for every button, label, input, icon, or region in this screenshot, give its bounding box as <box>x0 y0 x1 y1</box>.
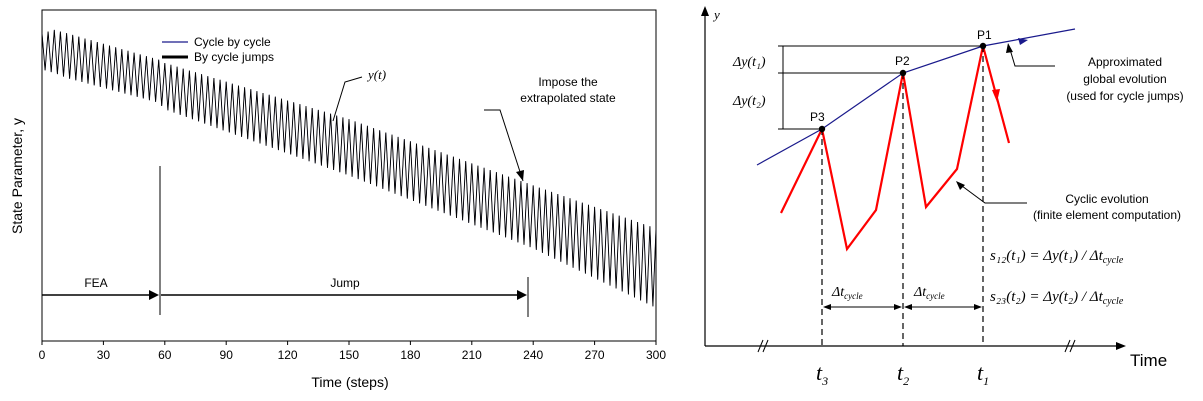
legend-label-by-cycle-jumps: By cycle jumps <box>194 50 274 64</box>
delta-t-cycle-label-1: Δtcycle <box>831 285 863 301</box>
tick-t2: t2 <box>897 360 909 388</box>
x-tick-label-7: 210 <box>462 348 482 362</box>
left-y-axis-label: State Parameter, y <box>9 118 25 234</box>
cyclic-evolution-arrowhead <box>992 89 1000 102</box>
left-x-axis-label: Time (steps) <box>311 374 388 390</box>
left-chart: 0 30 60 90 120 150 180 210 240 270 300 Cycle by cy… <box>9 9 666 390</box>
x-tick-label-1: 30 <box>97 348 111 362</box>
x-tick-label-8: 240 <box>523 348 543 362</box>
global-label-line-3: (used for cycle jumps) <box>1066 89 1183 103</box>
right-x-axis-label: Time <box>1130 351 1167 370</box>
global-label-pointer-head <box>1006 43 1013 53</box>
impose-label-line-1: Impose the <box>538 75 598 89</box>
global-evolution-arrowhead <box>1018 38 1028 45</box>
left-x-ticks: 0 30 60 90 120 150 180 210 240 270 300 <box>39 341 666 362</box>
x-tick-label-10: 300 <box>646 348 666 362</box>
x-tick-label-3: 90 <box>220 348 234 362</box>
delta-t-arrow-2-right-head <box>974 304 982 310</box>
legend-label-cycle-by-cycle: Cycle by cycle <box>194 35 271 49</box>
fea-label: FEA <box>84 276 107 290</box>
impose-pointer-arrowhead <box>516 170 524 181</box>
jump-arrowhead <box>517 290 527 300</box>
x-tick-label-5: 150 <box>339 348 359 362</box>
cyclic-evolution-curve <box>780 45 1011 252</box>
jump-label: Jump <box>330 276 360 290</box>
formula-s12: s₁₂(t₁) = Δy(t₁) / Δtcycle <box>990 248 1124 266</box>
cyclic-label-line-1: Cyclic evolution <box>1065 192 1148 206</box>
delta-y-t2-label: Δy(t₂) <box>732 94 766 109</box>
cyclic-label-pointer-head <box>956 181 965 190</box>
tick-t3: t3 <box>816 360 828 388</box>
right-x-axis-arrowhead <box>1116 342 1126 350</box>
global-label-line-2: global evolution <box>1083 72 1166 86</box>
cyclic-label-pointer <box>957 182 1027 204</box>
curve-label-pointer <box>332 76 363 122</box>
global-label-line-1: Approximated <box>1088 55 1162 69</box>
label-p1: P1 <box>977 28 992 42</box>
impose-pointer <box>484 109 524 182</box>
x-tick-label-4: 120 <box>278 348 298 362</box>
x-tick-label-6: 180 <box>400 348 420 362</box>
curve-label-y-of-t: y(t) <box>366 67 386 82</box>
right-chart: y Time P3 P2 P1 Δy(t₁) Δy(t₂) <box>701 6 1184 388</box>
right-y-axis-label: y <box>712 7 720 22</box>
x-tick-label-2: 60 <box>158 348 172 362</box>
formula-s23: s₂₃(t₂) = Δy(t₂) / Δtcycle <box>990 289 1124 307</box>
global-label-pointer <box>1008 45 1055 67</box>
delta-t-arrow-1-right-head <box>894 304 902 310</box>
fea-arrowhead <box>149 290 159 300</box>
label-p3: P3 <box>810 110 825 124</box>
cyclic-label-line-2: (finite element computation) <box>1033 208 1181 222</box>
impose-label-line-2: extrapolated state <box>520 91 616 105</box>
left-plot-frame <box>41 9 657 342</box>
x-tick-label-9: 270 <box>585 348 605 362</box>
right-y-axis-arrowhead <box>701 6 709 16</box>
x-tick-label-0: 0 <box>39 348 46 362</box>
left-legend: Cycle by cycle By cycle jumps <box>162 35 274 64</box>
x-axis-break-right <box>1064 339 1076 353</box>
cycle-by-cycle-series <box>41 29 657 307</box>
delta-y-t1-label: Δy(t₁) <box>732 55 766 70</box>
cycle-by-cycle-line <box>41 29 657 307</box>
delta-t-arrow-2-left-head <box>904 304 912 310</box>
tick-t1: t1 <box>977 360 989 388</box>
x-axis-break-left <box>757 339 769 353</box>
delta-t-arrow-1-left-head <box>823 304 831 310</box>
by-cycle-jumps-series <box>41 29 657 307</box>
label-p2: P2 <box>895 54 910 68</box>
delta-t-cycle-label-2: Δtcycle <box>913 285 945 301</box>
by-cycle-jumps-line <box>41 29 657 307</box>
